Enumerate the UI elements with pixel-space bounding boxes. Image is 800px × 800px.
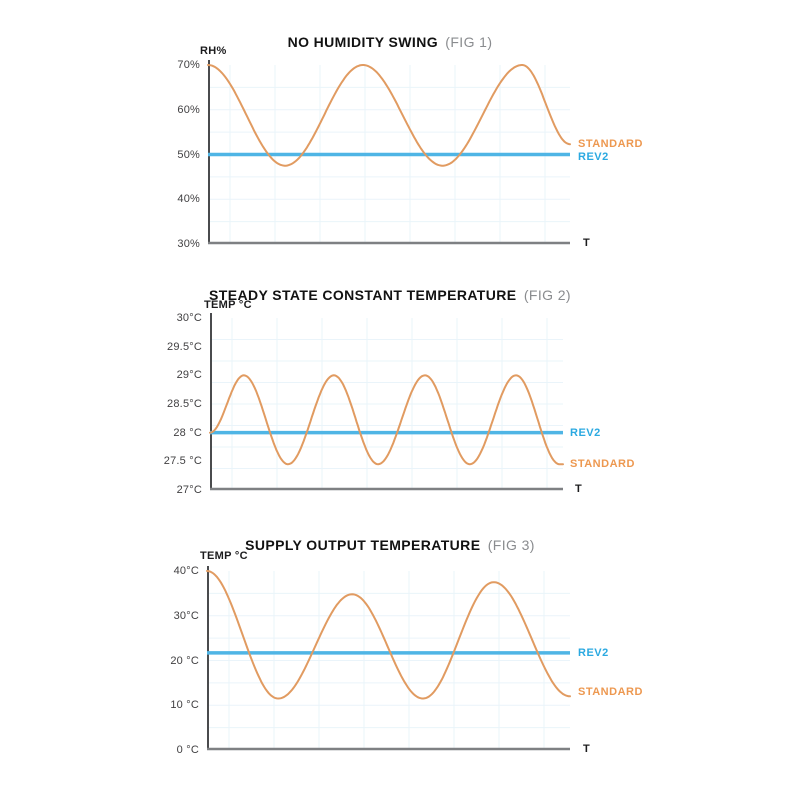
y-tick-label: 27.5 °C	[163, 455, 202, 468]
chart-title-text: NO HUMIDITY SWING	[287, 34, 438, 50]
y-tick-label: 70%	[177, 59, 200, 71]
series-label-rev2: REV2	[578, 151, 609, 164]
series-label-standard: STANDARD	[570, 458, 635, 471]
standard-curve	[209, 374, 564, 466]
x-axis-title: T	[575, 483, 582, 495]
standard-curve	[206, 570, 571, 700]
y-tick-label: 40%	[177, 193, 200, 206]
x-axis-title: T	[583, 743, 590, 755]
y-tick-label: 27°C	[176, 484, 202, 496]
plot-area-fig1	[207, 60, 571, 245]
standard-curve	[207, 64, 571, 167]
y-tick-label: 28.5°C	[167, 398, 202, 410]
chart-title-fig3: SUPPLY OUTPUT TEMPERATURE (FIG 3)	[0, 537, 780, 553]
y-tick-label: 0 °C	[176, 744, 199, 756]
chart-fig-number: (FIG 3)	[487, 537, 535, 553]
chart-canvas	[209, 313, 564, 491]
y-tick-label: 20 °C	[170, 654, 199, 667]
y-tick-label: 60%	[177, 103, 200, 116]
grid-lines	[207, 571, 570, 750]
chart-fig-number: (FIG 1)	[445, 34, 493, 50]
x-axis-title: T	[583, 237, 590, 249]
y-tick-label: 10 °C	[170, 699, 199, 712]
series-label-rev2: REV2	[570, 426, 601, 439]
chart-title-fig2: STEADY STATE CONSTANT TEMPERATURE (FIG 2…	[0, 287, 780, 303]
y-tick-label: 50%	[177, 148, 200, 161]
grid-lines	[210, 318, 563, 490]
y-tick-label: 30°C	[173, 609, 199, 622]
chart-canvas	[206, 566, 571, 751]
chart-title-text: STEADY STATE CONSTANT TEMPERATURE	[209, 287, 517, 303]
y-tick-label: 40°C	[173, 565, 199, 577]
chart-title-fig1: NO HUMIDITY SWING (FIG 1)	[0, 34, 780, 50]
plot-area-fig2	[209, 313, 564, 491]
y-tick-label: 29°C	[176, 369, 202, 382]
series-label-rev2: REV2	[578, 646, 609, 659]
y-axis-title: TEMP °C	[204, 299, 252, 311]
series-label-standard: STANDARD	[578, 685, 643, 698]
y-axis-title: RH%	[200, 45, 227, 57]
chart-canvas	[207, 60, 571, 245]
y-tick-label: 28 °C	[173, 426, 202, 439]
y-tick-label: 30%	[177, 238, 200, 250]
chart-fig-number: (FIG 2)	[523, 287, 571, 303]
y-axis-title: TEMP °C	[200, 550, 248, 562]
plot-area-fig3	[206, 566, 571, 751]
chart-title-text: SUPPLY OUTPUT TEMPERATURE	[245, 537, 481, 553]
y-tick-label: 29.5°C	[167, 340, 202, 353]
y-tick-label: 30°C	[176, 312, 202, 324]
series-label-standard: STANDARD	[578, 138, 643, 151]
